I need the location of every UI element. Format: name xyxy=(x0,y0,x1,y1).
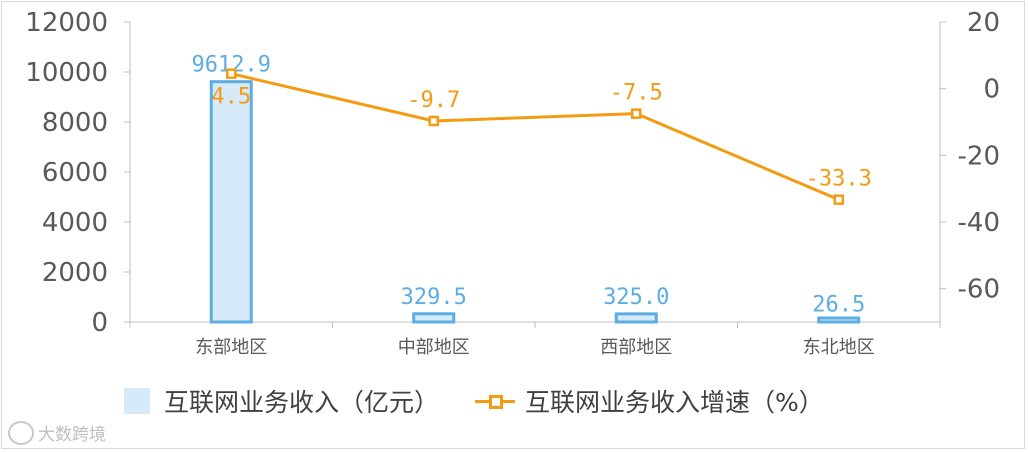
line-data-label: -33.3 xyxy=(806,167,872,192)
x-tick-label: 东部地区 xyxy=(195,337,267,358)
line-point xyxy=(226,68,237,79)
legend: 互联网业务收入（亿元） 互联网业务收入增速（%） xyxy=(124,378,860,424)
bar xyxy=(412,312,456,324)
legend-swatch-line xyxy=(475,389,516,413)
legend-swatch-bar xyxy=(124,388,150,414)
line-point xyxy=(833,194,844,205)
watermark-text: 大数跨境 xyxy=(38,425,106,445)
y-right-tick-label: -20 xyxy=(958,141,1000,171)
growth-line xyxy=(230,72,840,202)
watermark: 大数跨境 xyxy=(8,420,106,445)
y-left-tick-label: 0 xyxy=(91,308,108,338)
line-point xyxy=(428,115,439,127)
x-tick-label: 东北地区 xyxy=(803,337,875,358)
bar-data-label: 26.5 xyxy=(812,292,865,317)
y-right-tick-label: 0 xyxy=(983,75,1000,105)
line-data-label: -7.5 xyxy=(610,81,663,106)
x-tick-label: 中部地区 xyxy=(398,337,470,358)
line-data-label: -9.7 xyxy=(407,88,460,113)
line-data-label: 4.5 xyxy=(211,85,251,110)
legend-item-growth: 互联网业务收入增速（%） xyxy=(475,383,824,419)
y-right-tick-label: -60 xyxy=(958,275,1000,305)
y-left-tick-label: 10000 xyxy=(25,58,108,88)
y-left-tick-label: 12000 xyxy=(25,8,108,38)
y-right-tick-label: 20 xyxy=(967,8,1000,38)
bar xyxy=(209,80,253,324)
legend-label-growth: 互联网业务收入增速（%） xyxy=(525,388,824,417)
bar xyxy=(614,312,658,324)
y-left-tick-label: 2000 xyxy=(42,258,108,288)
line-point xyxy=(631,108,642,119)
watermark-logo-icon xyxy=(8,420,34,445)
y-left-tick-label: 4000 xyxy=(42,208,108,238)
y-left-tick-label: 6000 xyxy=(42,158,108,188)
bar-data-label: 325.0 xyxy=(603,285,669,310)
legend-item-revenue: 互联网业务收入（亿元） xyxy=(124,383,439,419)
legend-label-revenue: 互联网业务收入（亿元） xyxy=(164,388,440,417)
y-right-tick-label: -40 xyxy=(958,208,1000,238)
y-left-tick-label: 8000 xyxy=(42,108,108,138)
bar xyxy=(817,316,861,324)
x-tick-label: 西部地区 xyxy=(600,337,672,358)
bar-data-label: 329.5 xyxy=(401,285,467,310)
